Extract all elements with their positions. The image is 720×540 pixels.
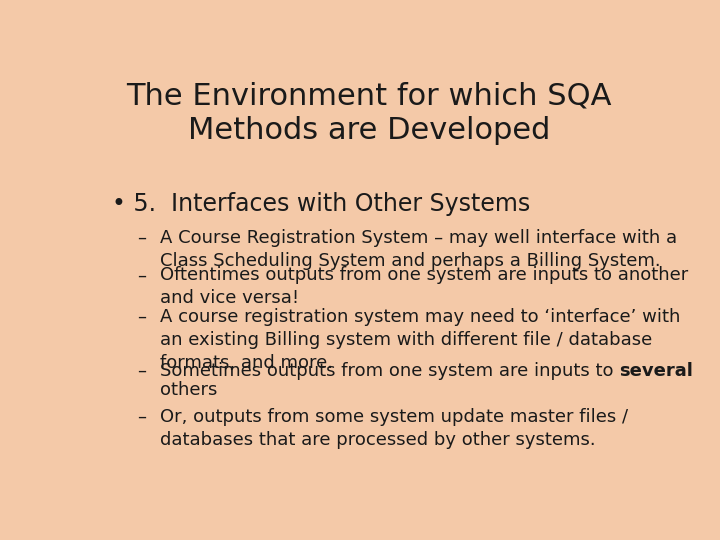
Text: –: – xyxy=(138,362,146,380)
Text: Oftentimes outputs from one system are inputs to another
and vice versa!: Oftentimes outputs from one system are i… xyxy=(160,266,688,307)
Text: others: others xyxy=(160,381,217,399)
Text: A course registration system may need to ‘interface’ with
an existing Billing sy: A course registration system may need to… xyxy=(160,308,680,372)
Text: Or, outputs from some system update master files /
databases that are processed : Or, outputs from some system update mast… xyxy=(160,408,628,449)
Text: –: – xyxy=(138,229,146,247)
Text: –: – xyxy=(138,266,146,285)
Text: • 5.  Interfaces with Other Systems: • 5. Interfaces with Other Systems xyxy=(112,192,531,215)
Text: A Course Registration System – may well interface with a
Class Scheduling System: A Course Registration System – may well … xyxy=(160,229,677,270)
Text: –: – xyxy=(138,408,146,426)
Text: The Environment for which SQA
Methods are Developed: The Environment for which SQA Methods ar… xyxy=(126,82,612,145)
Text: –: – xyxy=(138,308,146,326)
Text: several: several xyxy=(619,362,693,380)
Text: Sometimes outputs from one system are inputs to: Sometimes outputs from one system are in… xyxy=(160,362,619,380)
